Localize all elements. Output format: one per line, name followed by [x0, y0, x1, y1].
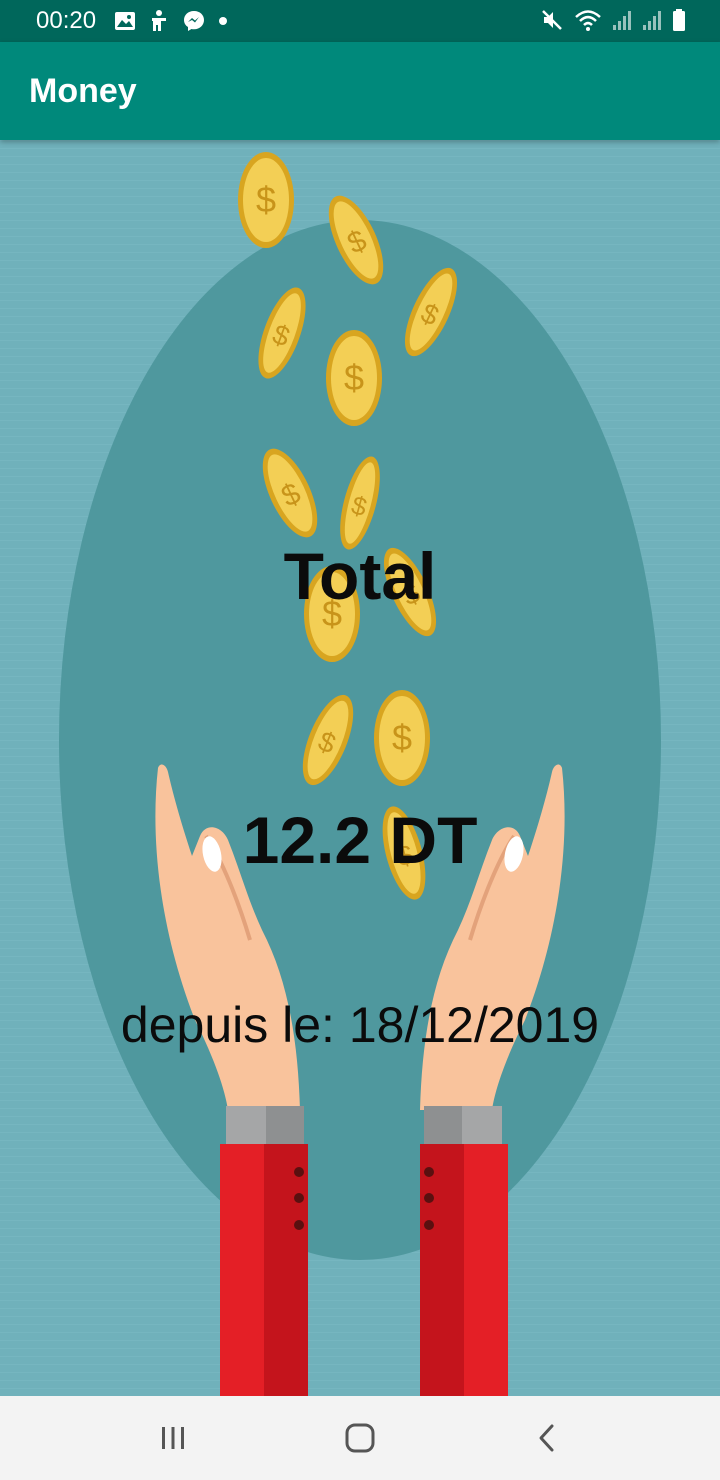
coin: $	[238, 152, 294, 248]
left-hand	[155, 764, 308, 1396]
wifi-icon	[575, 10, 601, 31]
total-amount: 12.2 DT	[242, 803, 478, 877]
app-title: Money	[29, 72, 137, 110]
svg-text:$: $	[256, 179, 276, 220]
svg-text:$: $	[344, 357, 364, 398]
signal-icon	[613, 11, 631, 30]
money-illustration: $ $ $ $ $ $ $ $ $	[0, 140, 720, 1396]
status-right-icons	[540, 8, 686, 32]
home-icon	[345, 1423, 375, 1453]
dot-icon	[219, 17, 227, 25]
coin: $	[340, 456, 380, 550]
content-area: $ $ $ $ $ $ $ $ $	[0, 140, 720, 1396]
coin: $	[262, 448, 318, 538]
coin: $	[404, 267, 458, 357]
status-bar: 00:20	[0, 0, 720, 42]
back-button[interactable]	[517, 1416, 577, 1460]
coin: $	[258, 287, 306, 379]
back-icon	[539, 1424, 554, 1452]
recent-apps-icon	[162, 1427, 184, 1449]
status-left-icons	[114, 9, 228, 33]
image-icon	[115, 12, 135, 30]
coin: $	[302, 694, 354, 786]
accessibility-icon	[152, 10, 166, 31]
home-button[interactable]	[330, 1416, 390, 1460]
coin: $	[374, 690, 430, 786]
since-label: depuis le:	[120, 997, 335, 1053]
mute-icon	[542, 10, 562, 30]
svg-text:$: $	[322, 593, 342, 634]
status-time: 00:20	[36, 7, 97, 34]
coin: $	[326, 330, 382, 426]
battery-icon	[673, 9, 685, 31]
since-date-line: depuis le: 18/12/2019	[0, 996, 720, 1054]
signal-icon	[643, 11, 661, 30]
coin: $	[328, 195, 384, 285]
navigation-bar	[0, 1396, 720, 1480]
since-date: 18/12/2019	[348, 997, 600, 1053]
app-bar: Money	[0, 42, 720, 140]
svg-text:$: $	[392, 717, 412, 758]
coin: $	[304, 566, 360, 662]
total-label: Total	[283, 539, 437, 613]
right-hand	[420, 764, 565, 1396]
coin: $	[383, 547, 437, 637]
coin: $	[382, 806, 426, 900]
recent-apps-button[interactable]	[143, 1416, 203, 1460]
messenger-icon	[184, 11, 204, 31]
